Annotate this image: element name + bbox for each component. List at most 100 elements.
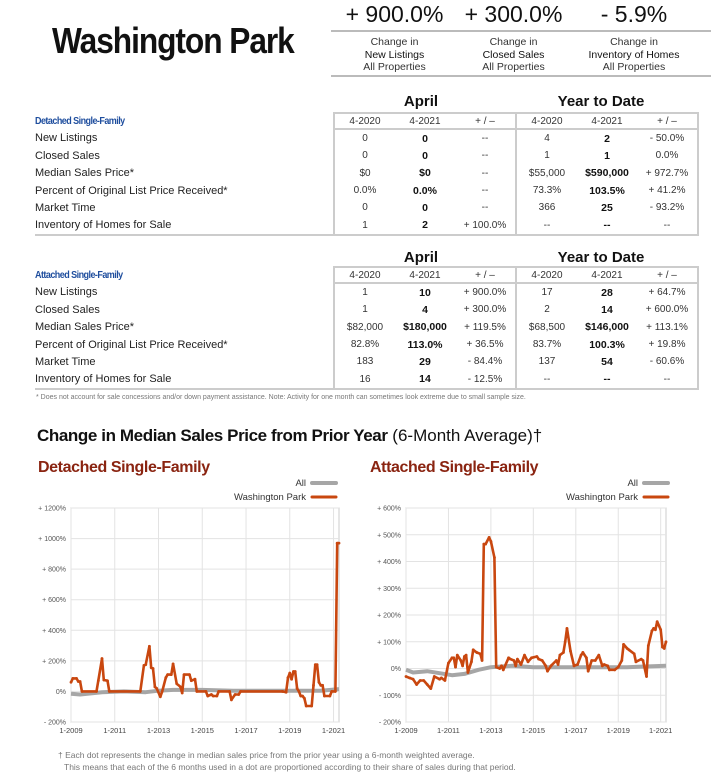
x-tick-label: 1-2011 — [103, 726, 126, 735]
y-tick-label: + 1000% — [38, 536, 66, 543]
table-cell: -- — [481, 185, 489, 197]
table-row: Market Time 0 0 -- 366 25 - 93.2% — [35, 199, 699, 217]
table-cell: 17 — [515, 283, 577, 302]
x-tick-label: 1-2019 — [278, 726, 301, 735]
x-tick-label: 1-2009 — [59, 726, 82, 735]
stats-table: Detached Single-Family 4-2020 4-2021 + / –4… — [35, 112, 699, 236]
row-label: Market Time — [35, 201, 96, 214]
legend-label: Washington Park — [234, 492, 306, 503]
group-header-month: April — [403, 249, 439, 266]
data-point — [439, 676, 443, 680]
data-point — [554, 659, 558, 662]
table-row: Median Sales Price* $0 $0 -- $55,000 $590,000… — [35, 164, 699, 182]
row-label: New Listings — [35, 132, 98, 145]
y-tick-label: + 400% — [377, 559, 401, 566]
table-row: Percent of Original List Price Received*… — [35, 335, 699, 354]
data-point — [317, 680, 321, 684]
data-point — [293, 670, 297, 673]
data-point — [75, 677, 78, 680]
data-point — [178, 685, 182, 689]
data-point — [151, 667, 155, 670]
table-cell: -- — [481, 202, 489, 214]
table-cell: + 113.1% — [637, 318, 699, 336]
plot-area — [70, 507, 340, 723]
table-cell: $590,000 — [585, 167, 629, 180]
table-cell: - 93.2% — [637, 199, 699, 217]
table-cell: -- — [515, 370, 577, 390]
data-point — [498, 667, 502, 670]
data-point — [333, 690, 337, 693]
y-tick-label: + 800% — [42, 567, 66, 574]
data-point — [171, 662, 175, 666]
kpi-scope: All Properties — [602, 61, 666, 73]
data-point — [489, 540, 493, 543]
data-point — [315, 663, 319, 667]
x-tick-label: 1-2017 — [564, 726, 587, 735]
data-point — [206, 694, 210, 698]
table-cell: - 60.6% — [637, 353, 699, 371]
table-cell: 0.0% — [333, 181, 395, 200]
data-point — [549, 664, 553, 668]
data-point — [328, 694, 332, 698]
data-point — [95, 690, 98, 693]
table-cell: 29 — [419, 355, 431, 368]
data-point — [189, 679, 193, 683]
x-tick-label: 1-2009 — [394, 726, 417, 735]
data-point — [138, 690, 142, 693]
table-cell: 0 — [422, 201, 428, 214]
data-point — [620, 659, 624, 662]
table-cell: 4 — [422, 303, 428, 316]
column-header: 4-2020 — [515, 266, 577, 284]
data-point — [470, 660, 473, 664]
y-tick-label: + 400% — [42, 628, 66, 635]
row-label: Market Time — [35, 355, 96, 368]
kpi-scope: All Properties — [482, 61, 545, 73]
y-tick-label: + 600% — [377, 506, 401, 513]
row-label: Median Sales Price* — [35, 167, 135, 180]
data-point — [562, 651, 565, 654]
table-cell: 0.0% — [413, 184, 437, 197]
table-cell: 4 — [515, 129, 577, 148]
x-tick-label: 1-2019 — [607, 726, 630, 735]
data-point — [632, 652, 636, 656]
data-point — [411, 677, 415, 681]
table-cell: + 300.0% — [463, 304, 507, 316]
data-point — [461, 664, 464, 668]
data-point — [487, 536, 491, 539]
table-cell: $180,000 — [403, 321, 447, 334]
data-point — [310, 704, 314, 708]
table-cell: + 36.5% — [466, 339, 504, 351]
chart-title: Detached Single-Family — [38, 459, 210, 476]
data-point — [540, 659, 544, 662]
data-point — [508, 657, 512, 661]
data-point — [494, 665, 498, 669]
data-point — [500, 664, 503, 668]
data-point — [195, 690, 199, 693]
table-cell: - 50.0% — [637, 129, 699, 148]
data-point — [404, 675, 408, 678]
table-cell: -- — [481, 167, 489, 179]
data-point — [102, 678, 106, 682]
data-point — [217, 690, 221, 693]
row-label: Median Sales Price* — [35, 321, 135, 334]
data-point — [480, 659, 484, 662]
column-header: + / – — [637, 112, 699, 130]
row-label: Percent of Original List Price Received* — [35, 338, 228, 351]
table-cell: + 19.8% — [637, 335, 699, 354]
data-point — [415, 683, 419, 686]
table-cell: 100.3% — [589, 338, 625, 351]
data-point — [321, 683, 324, 687]
x-tick-label: 1-2021 — [649, 726, 672, 735]
table-cell: 0 — [333, 147, 395, 165]
data-point — [302, 696, 306, 700]
data-point — [211, 694, 215, 698]
x-tick-label: 1-2015 — [522, 726, 545, 735]
table-cell: $0 — [419, 167, 431, 180]
data-point — [100, 657, 104, 660]
row-label: Inventory of Homes for Sale — [35, 370, 334, 390]
data-point — [158, 695, 162, 699]
data-point — [464, 653, 468, 657]
kpi-new-listings: + 900.0% Change in New Listings All Proper… — [331, 0, 458, 74]
data-point — [572, 664, 576, 668]
